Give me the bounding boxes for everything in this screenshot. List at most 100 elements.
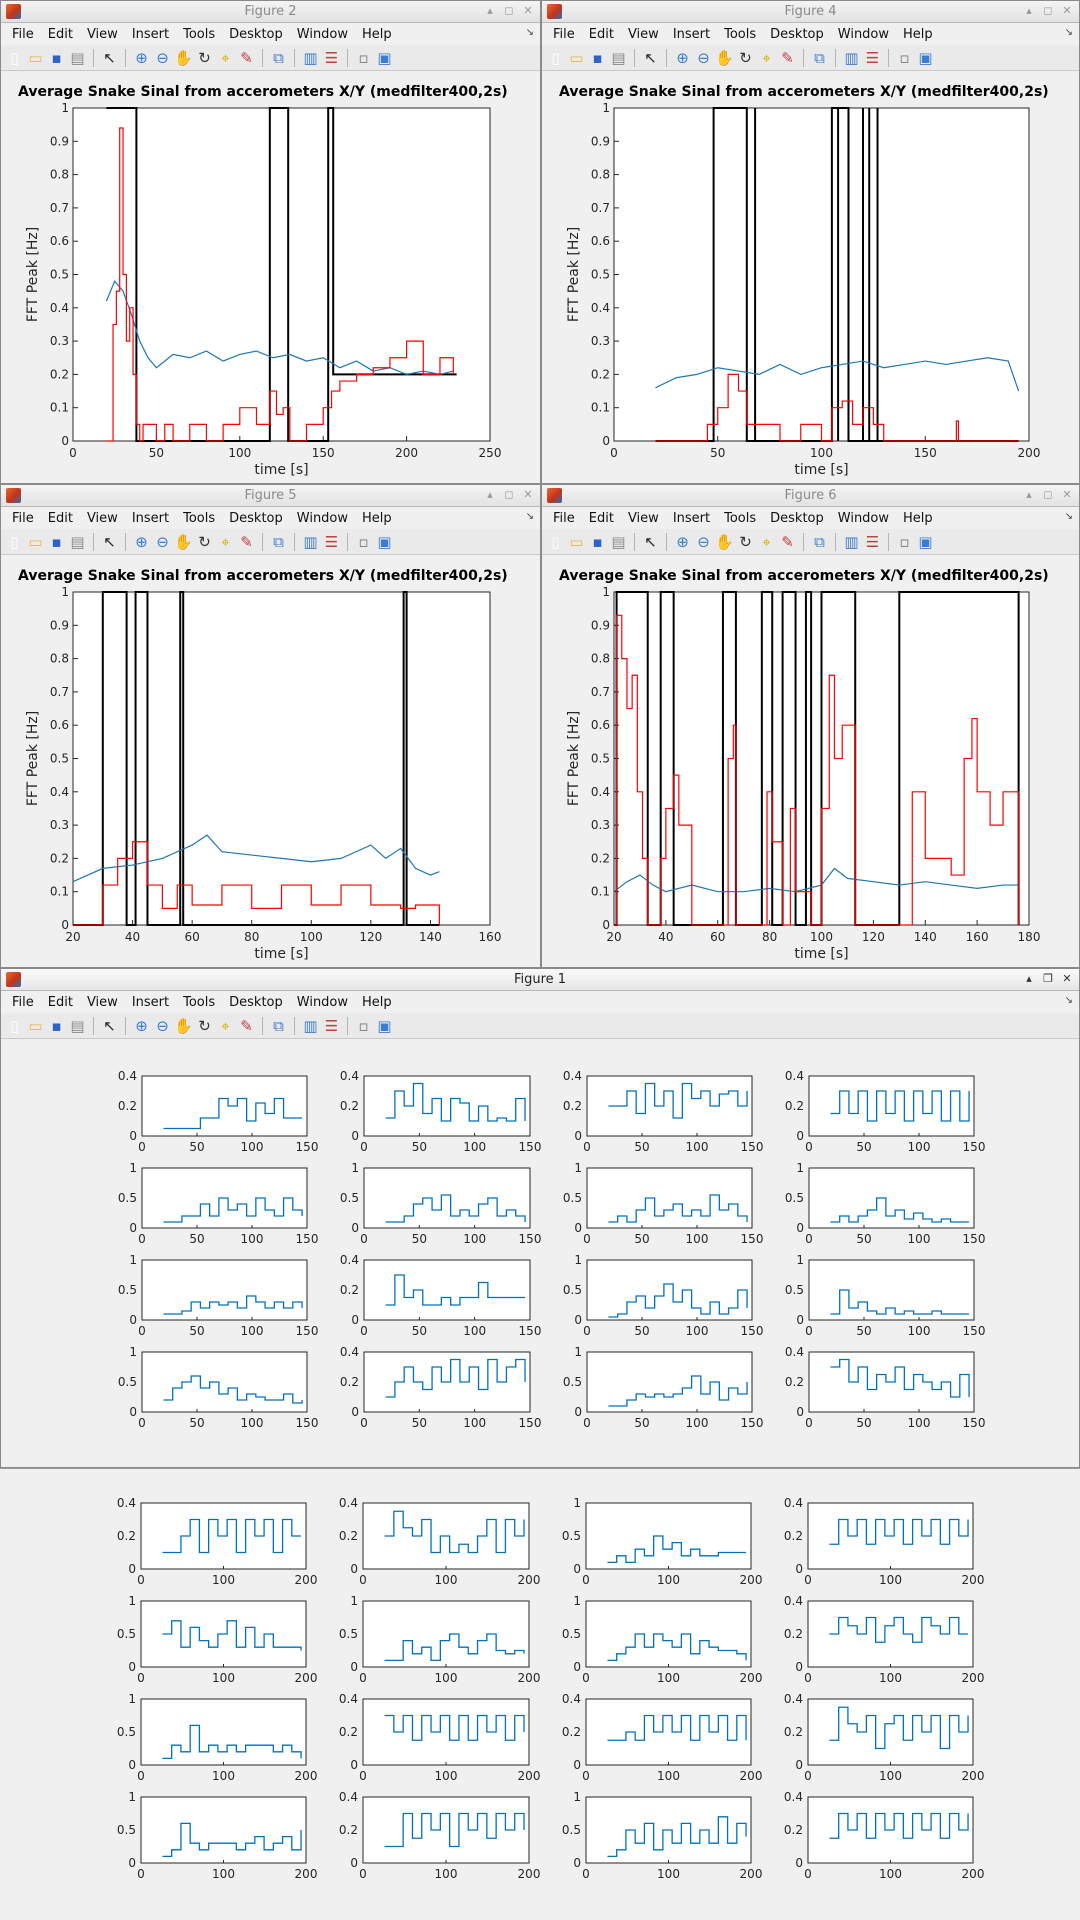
menu-file[interactable]: File bbox=[553, 510, 575, 526]
plot-area[interactable]: Average Snake Sinal from accerometers X/… bbox=[542, 73, 1079, 483]
subplot-axes[interactable] bbox=[586, 1351, 753, 1413]
subplot-axes[interactable] bbox=[363, 1259, 531, 1321]
subplot-series[interactable] bbox=[607, 1714, 747, 1741]
brush-icon[interactable]: ✎ bbox=[781, 48, 794, 67]
fft-peak-series[interactable] bbox=[614, 614, 1020, 926]
menu-desktop[interactable]: Desktop bbox=[770, 510, 824, 526]
subplot-series[interactable] bbox=[608, 1082, 748, 1119]
save-icon[interactable]: ▪ bbox=[51, 1016, 62, 1035]
fft-peak-series[interactable] bbox=[73, 841, 440, 926]
plot-area[interactable]: Average Snake Sinal from accerometers X/… bbox=[1, 73, 540, 483]
menu-tools[interactable]: Tools bbox=[183, 510, 216, 526]
maximize-button[interactable]: ▴ bbox=[487, 488, 493, 501]
menu-insert[interactable]: Insert bbox=[131, 510, 170, 526]
fft-peak-series[interactable] bbox=[106, 127, 454, 442]
subplot-series[interactable] bbox=[385, 1274, 526, 1306]
dock-arrow-icon[interactable]: ↘ bbox=[1064, 995, 1073, 1006]
select-arrow-icon[interactable]: ↖ bbox=[644, 48, 657, 67]
subplot-series[interactable] bbox=[608, 1283, 748, 1318]
menu-edit[interactable]: Edit bbox=[47, 26, 73, 42]
subplot-axes[interactable] bbox=[363, 1075, 531, 1137]
subplot-series[interactable] bbox=[607, 1816, 747, 1858]
new-figure-icon[interactable]: ▯ bbox=[551, 48, 560, 67]
print-icon[interactable]: ▤ bbox=[611, 532, 626, 551]
pan-hand-icon[interactable]: ✋ bbox=[174, 532, 193, 551]
subplot-series[interactable] bbox=[163, 1375, 303, 1404]
state-series[interactable] bbox=[655, 107, 1019, 442]
data-cursor-icon[interactable]: ⌖ bbox=[762, 532, 771, 551]
select-arrow-icon[interactable]: ↖ bbox=[103, 48, 116, 67]
zoom-out-icon[interactable]: ⊖ bbox=[697, 532, 710, 551]
titlebar[interactable]: Figure 6 ▴ ◻ ✕ bbox=[542, 485, 1079, 507]
rotate-3d-icon[interactable]: ↻ bbox=[739, 48, 752, 67]
subplot-series[interactable] bbox=[162, 1822, 302, 1858]
subplot-axes[interactable] bbox=[140, 1698, 307, 1766]
close-button[interactable]: ✕ bbox=[1062, 488, 1072, 501]
link-plot-icon[interactable]: ⧉ bbox=[273, 48, 284, 67]
print-icon[interactable]: ▤ bbox=[611, 48, 626, 67]
menu-help[interactable]: Help bbox=[362, 26, 392, 42]
fft-peak-series[interactable] bbox=[655, 373, 1019, 442]
subplot-series[interactable] bbox=[829, 1706, 969, 1750]
line-chart[interactable]: Average Snake Sinal from accerometers X/… bbox=[542, 73, 1079, 483]
close-button[interactable]: ✕ bbox=[1062, 972, 1072, 985]
subplot-axes[interactable] bbox=[586, 1259, 753, 1321]
new-figure-icon[interactable]: ▯ bbox=[10, 1016, 19, 1035]
hide-plot-tools-icon[interactable]: ▫ bbox=[358, 1016, 369, 1035]
subplot-series[interactable] bbox=[384, 1714, 525, 1741]
maximize-button[interactable]: ▴ bbox=[487, 4, 493, 17]
select-arrow-icon[interactable]: ↖ bbox=[103, 1016, 116, 1035]
subplot-axes[interactable] bbox=[141, 1167, 308, 1229]
restore-button[interactable]: ◻ bbox=[504, 4, 514, 17]
print-icon[interactable]: ▤ bbox=[70, 1016, 85, 1035]
menu-edit[interactable]: Edit bbox=[47, 510, 73, 526]
link-plot-icon[interactable]: ⧉ bbox=[273, 1016, 284, 1035]
select-arrow-icon[interactable]: ↖ bbox=[103, 532, 116, 551]
subplot-series[interactable] bbox=[385, 1358, 526, 1398]
subplot-series[interactable] bbox=[830, 1090, 970, 1122]
axes-box[interactable] bbox=[72, 591, 491, 926]
legend-icon[interactable]: ☰ bbox=[324, 532, 339, 551]
menu-edit[interactable]: Edit bbox=[588, 510, 614, 526]
brush-icon[interactable]: ✎ bbox=[240, 532, 253, 551]
menu-file[interactable]: File bbox=[12, 994, 34, 1010]
average-series[interactable] bbox=[72, 834, 440, 883]
plot-area[interactable]: Average Snake Sinal from accerometers X/… bbox=[542, 557, 1079, 967]
subplot-series[interactable] bbox=[829, 1616, 969, 1643]
titlebar[interactable]: Figure 1 ▴ ❐ ✕ bbox=[1, 969, 1079, 991]
maximize-button[interactable]: ▴ bbox=[1026, 4, 1032, 17]
hide-plot-tools-icon[interactable]: ▫ bbox=[358, 48, 369, 67]
subplot-series[interactable] bbox=[384, 1633, 525, 1662]
link-plot-icon[interactable]: ⧉ bbox=[814, 532, 825, 551]
line-chart[interactable]: Average Snake Sinal from accerometers X/… bbox=[542, 557, 1079, 967]
subplot-axes[interactable] bbox=[585, 1502, 752, 1570]
menu-tools[interactable]: Tools bbox=[183, 994, 216, 1010]
menu-window[interactable]: Window bbox=[296, 26, 349, 42]
subplot-axes[interactable] bbox=[141, 1259, 308, 1321]
hide-plot-tools-icon[interactable]: ▫ bbox=[899, 532, 910, 551]
rotate-3d-icon[interactable]: ↻ bbox=[739, 532, 752, 551]
average-series[interactable] bbox=[655, 357, 1020, 392]
menu-help[interactable]: Help bbox=[362, 510, 392, 526]
subplot-axes[interactable] bbox=[362, 1698, 530, 1766]
save-icon[interactable]: ▪ bbox=[592, 532, 603, 551]
subplot-axes[interactable] bbox=[362, 1796, 530, 1864]
subplot-axes[interactable] bbox=[140, 1796, 307, 1864]
menu-edit[interactable]: Edit bbox=[588, 26, 614, 42]
menu-window[interactable]: Window bbox=[837, 26, 890, 42]
restore-button[interactable]: ◻ bbox=[504, 488, 514, 501]
menu-insert[interactable]: Insert bbox=[131, 26, 170, 42]
show-plot-tools-icon[interactable]: ▣ bbox=[377, 532, 392, 551]
link-plot-icon[interactable]: ⧉ bbox=[273, 532, 284, 551]
zoom-in-icon[interactable]: ⊕ bbox=[676, 532, 689, 551]
subplot-axes[interactable] bbox=[808, 1259, 975, 1321]
legend-icon[interactable]: ☰ bbox=[865, 532, 880, 551]
menu-help[interactable]: Help bbox=[362, 994, 392, 1010]
menu-view[interactable]: View bbox=[627, 26, 659, 42]
close-button[interactable]: ✕ bbox=[523, 488, 533, 501]
zoom-out-icon[interactable]: ⊖ bbox=[697, 48, 710, 67]
print-icon[interactable]: ▤ bbox=[70, 532, 85, 551]
legend-icon[interactable]: ☰ bbox=[865, 48, 880, 67]
subplot-series[interactable] bbox=[829, 1518, 969, 1545]
